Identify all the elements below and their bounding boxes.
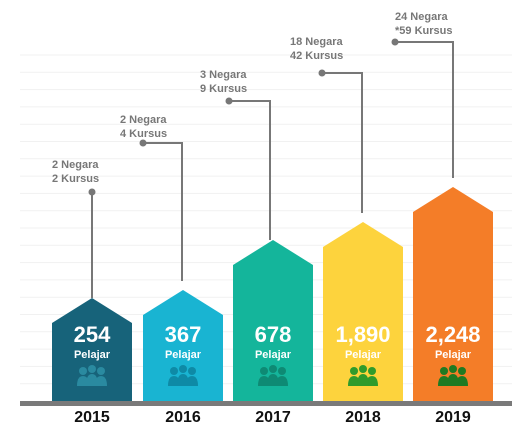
note-line: 3 Negara <box>200 69 247 81</box>
icon-head <box>79 367 87 375</box>
people-icon <box>168 365 198 386</box>
icon-head <box>170 367 178 375</box>
count: 254 <box>74 322 111 347</box>
connector-dot <box>391 38 399 46</box>
icon-body <box>267 374 279 386</box>
year: 2017 <box>255 409 291 426</box>
people-icon <box>438 365 468 386</box>
note-line: *59 Kursus <box>395 25 452 37</box>
count: 678 <box>255 322 292 347</box>
baseline <box>20 401 512 406</box>
bar <box>143 290 223 401</box>
people-icon <box>258 365 288 386</box>
icon-body <box>438 376 450 386</box>
count: 367 <box>165 322 202 347</box>
note-line: 2 Negara <box>52 159 99 171</box>
icon-head <box>188 367 196 375</box>
icon-head <box>449 365 457 373</box>
connector <box>322 72 363 213</box>
connector-dot <box>139 139 147 147</box>
icon-head <box>88 365 96 373</box>
people-icon <box>77 365 107 386</box>
people-icon <box>348 365 378 386</box>
bar <box>52 298 132 401</box>
icon-body <box>357 374 369 386</box>
icon-body <box>186 376 198 386</box>
icon-body <box>95 376 107 386</box>
note-line: 2 Negara <box>120 114 167 126</box>
connector-dot <box>318 69 326 77</box>
icon-body <box>258 376 270 386</box>
year: 2016 <box>165 409 201 426</box>
icon-body <box>456 376 468 386</box>
bar <box>323 222 403 401</box>
icon-body <box>348 376 360 386</box>
count: 1,890 <box>335 322 390 347</box>
note-line: 18 Negara <box>290 36 343 48</box>
unit: Pelajar <box>345 349 382 361</box>
count: 2,248 <box>425 322 480 347</box>
icon-head <box>440 367 448 375</box>
note-line: 4 Kursus <box>120 128 167 140</box>
connector <box>143 142 183 281</box>
icon-head <box>278 367 286 375</box>
icon-head <box>97 367 105 375</box>
icon-head <box>269 365 277 373</box>
connector <box>229 100 271 240</box>
note-line: 2 Kursus <box>52 173 99 185</box>
year: 2018 <box>345 409 381 426</box>
icon-body <box>276 376 288 386</box>
unit: Pelajar <box>165 349 202 361</box>
icon-head <box>368 367 376 375</box>
connector-dot <box>88 188 96 196</box>
unit: Pelajar <box>255 349 292 361</box>
year: 2019 <box>435 409 471 426</box>
bar <box>233 240 313 401</box>
unit: Pelajar <box>74 349 111 361</box>
icon-head <box>359 365 367 373</box>
note-line: 42 Kursus <box>290 50 343 62</box>
icon-head <box>179 365 187 373</box>
connector-dot <box>225 97 233 105</box>
icon-body <box>366 376 378 386</box>
icon-head <box>350 367 358 375</box>
icon-body <box>447 374 459 386</box>
icon-body <box>177 374 189 386</box>
icon-body <box>77 376 89 386</box>
connector <box>395 41 454 178</box>
bar <box>413 187 493 401</box>
note-line: 9 Kursus <box>200 83 247 95</box>
icon-body <box>86 374 98 386</box>
icon-head <box>260 367 268 375</box>
note-line: 24 Negara <box>395 11 448 23</box>
icon-head <box>458 367 466 375</box>
icon-body <box>168 376 180 386</box>
year: 2015 <box>74 409 110 426</box>
unit: Pelajar <box>435 349 472 361</box>
